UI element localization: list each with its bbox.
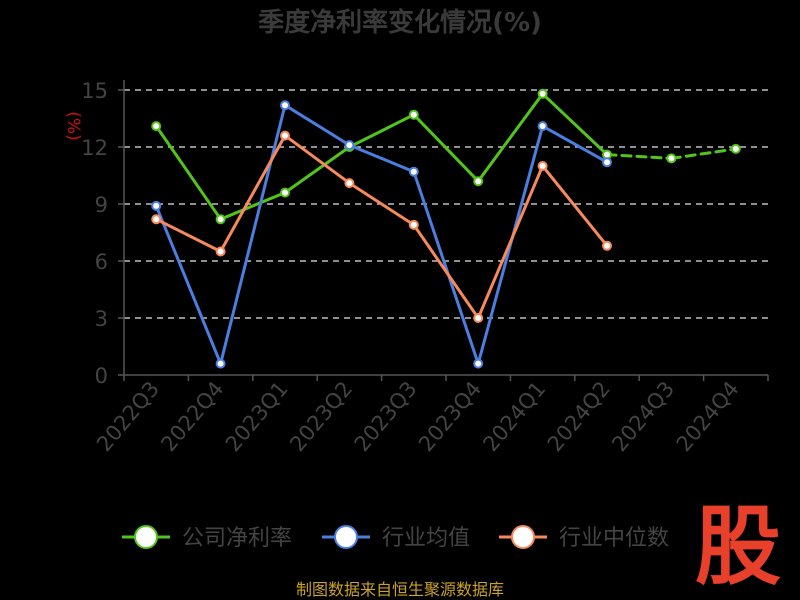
x-tick-label: 2024Q1 xyxy=(478,377,550,456)
data-point xyxy=(215,358,226,369)
series-segment xyxy=(154,204,223,366)
data-point xyxy=(602,157,612,168)
data-point xyxy=(537,121,548,132)
series-segment xyxy=(412,170,480,366)
data-point xyxy=(344,140,355,151)
y-tick-label: 12 xyxy=(81,136,108,160)
legend-marker xyxy=(334,525,358,549)
series-group xyxy=(151,130,612,323)
axes: 036912152022Q32022Q42023Q12023Q22023Q320… xyxy=(81,79,769,456)
y-tick-label: 15 xyxy=(81,79,108,103)
data-point xyxy=(473,358,484,369)
series-segment xyxy=(219,103,287,366)
series-segment xyxy=(154,124,223,221)
source-note: 制图数据来自恒生聚源数据库 xyxy=(296,580,504,599)
series-segment xyxy=(541,164,609,248)
legend-label: 行业均值 xyxy=(382,526,470,551)
series-segment xyxy=(476,92,545,183)
series-segment xyxy=(541,124,609,164)
legend-label: 公司净利率 xyxy=(182,526,292,551)
data-point xyxy=(151,121,162,132)
series-segment xyxy=(605,153,673,160)
y-axis-label: (%) xyxy=(63,111,83,140)
data-point xyxy=(344,178,355,189)
series-segment xyxy=(283,145,351,195)
series-segment xyxy=(283,103,351,147)
series-segment xyxy=(347,181,416,227)
y-tick-label: 6 xyxy=(95,250,108,274)
data-point xyxy=(730,143,741,154)
series-group xyxy=(151,88,741,225)
x-tick-label: 2023Q2 xyxy=(285,377,357,456)
series-segment xyxy=(476,164,545,320)
x-tick-label: 2024Q3 xyxy=(607,377,679,456)
data-point xyxy=(473,313,484,323)
series-group xyxy=(151,100,612,369)
data-point xyxy=(408,166,419,177)
chart-title: 季度净利率变化情况(%) xyxy=(258,7,542,38)
legend-item: 行业均值 xyxy=(322,525,470,551)
brand-logo: 股 xyxy=(695,497,781,597)
y-tick-label: 9 xyxy=(95,193,108,217)
data-point xyxy=(473,176,484,187)
grid-lines xyxy=(124,89,768,319)
series-segment xyxy=(219,191,287,221)
legend-label: 行业中位数 xyxy=(559,526,669,551)
x-tick-label: 2023Q1 xyxy=(221,377,293,456)
x-tick-label: 2023Q4 xyxy=(414,377,486,456)
x-tick-label: 2022Q4 xyxy=(156,377,228,456)
data-point xyxy=(537,161,548,171)
data-point xyxy=(280,100,290,111)
x-tick-label: 2024Q2 xyxy=(543,377,615,456)
legend-marker xyxy=(511,525,535,549)
x-tick-label: 2024Q4 xyxy=(672,377,744,456)
data-point xyxy=(280,130,290,141)
data-point xyxy=(280,187,290,198)
series-segment xyxy=(219,134,287,253)
series-segment xyxy=(154,217,223,253)
y-tick-label: 3 xyxy=(95,307,108,331)
data-point xyxy=(537,88,548,99)
legend-item: 行业中位数 xyxy=(499,525,669,551)
data-point xyxy=(215,214,226,225)
data-point xyxy=(215,246,226,257)
series-segment xyxy=(669,147,738,160)
data-point xyxy=(602,240,612,251)
legend-item: 公司净利率 xyxy=(122,525,292,551)
data-point xyxy=(666,153,677,164)
legend-marker xyxy=(134,525,158,549)
series-segment xyxy=(412,223,480,320)
data-point xyxy=(151,200,162,211)
x-tick-label: 2023Q3 xyxy=(350,377,422,456)
series-segment xyxy=(347,113,416,149)
legend: 公司净利率 行业均值 行业中位数 xyxy=(122,525,669,551)
data-point xyxy=(408,109,419,120)
x-tick-label: 2022Q3 xyxy=(92,377,164,456)
series-segment xyxy=(283,134,351,185)
data-point xyxy=(408,219,419,230)
series-segment xyxy=(541,92,609,157)
y-tick-label: 0 xyxy=(95,364,108,388)
data-point xyxy=(151,214,162,225)
series-segment xyxy=(412,113,480,183)
series-lines xyxy=(151,88,741,369)
series-segment xyxy=(347,143,416,174)
